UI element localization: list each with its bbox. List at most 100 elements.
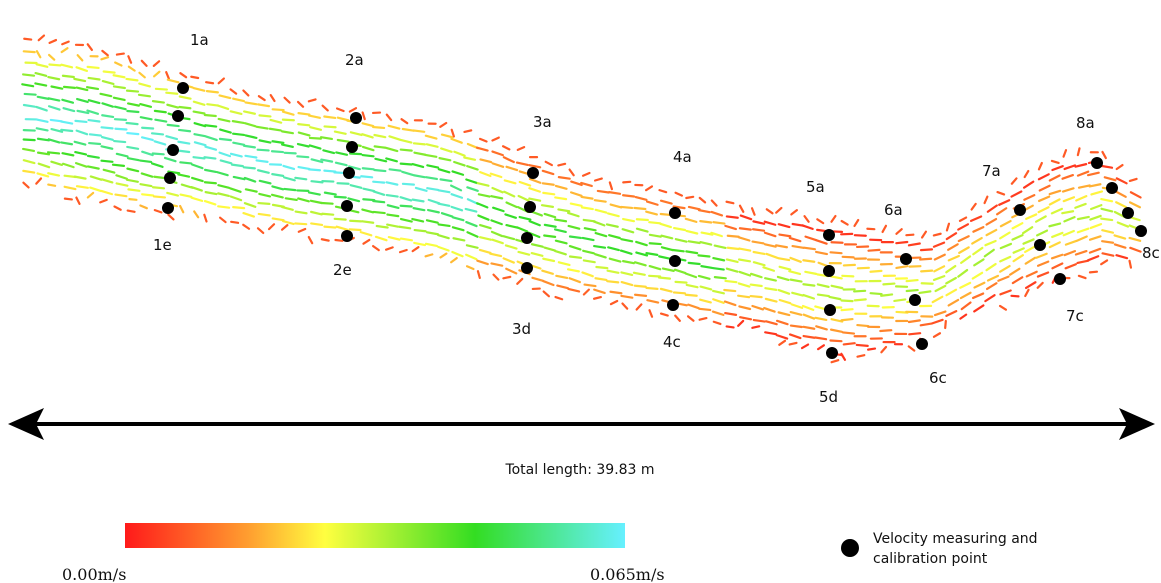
velocity-vector <box>244 101 258 106</box>
velocity-vector <box>621 228 635 234</box>
velocity-vector <box>1012 247 1025 254</box>
velocity-vector <box>815 325 828 331</box>
velocity-vector <box>1010 177 1018 185</box>
velocity-vector <box>476 270 481 280</box>
velocity-vector <box>47 97 61 102</box>
velocity-vector <box>1022 180 1035 189</box>
measuring-point-marker <box>521 232 533 244</box>
measuring-point-marker <box>177 82 189 94</box>
velocity-vector <box>475 146 489 152</box>
velocity-vector <box>1050 207 1063 215</box>
velocity-vector <box>76 109 90 115</box>
velocity-vector <box>138 71 146 79</box>
velocity-vector <box>801 304 815 311</box>
velocity-vector <box>361 133 374 139</box>
velocity-vector <box>1061 173 1075 180</box>
velocity-vector <box>21 83 35 88</box>
velocity-vector <box>620 294 634 299</box>
velocity-vector <box>841 331 856 335</box>
velocity-vector <box>530 210 543 217</box>
velocity-vector <box>387 124 401 130</box>
velocity-vector <box>140 172 154 178</box>
velocity-vector <box>542 191 556 196</box>
velocity-vector <box>879 329 893 333</box>
measuring-point-marker <box>346 141 358 153</box>
velocity-vector <box>190 196 204 202</box>
velocity-vector <box>75 196 81 205</box>
velocity-vector <box>437 168 451 174</box>
velocity-vector <box>492 206 505 213</box>
velocity-vector <box>737 236 751 242</box>
velocity-vector <box>179 193 193 198</box>
velocity-vector <box>294 176 308 181</box>
velocity-vector <box>335 151 349 156</box>
velocity-vector <box>115 174 128 180</box>
section-label-2a: 2a <box>345 51 364 69</box>
velocity-vector <box>659 287 673 293</box>
velocity-vector <box>1089 204 1103 211</box>
velocity-vector <box>463 156 477 161</box>
velocity-vector <box>568 235 582 240</box>
velocity-vector <box>232 141 246 146</box>
velocity-vector <box>518 215 532 221</box>
velocity-vector <box>659 312 669 317</box>
velocity-vector <box>803 215 810 223</box>
velocity-vector <box>47 183 57 187</box>
velocity-vector <box>479 223 492 230</box>
velocity-vector <box>308 136 323 140</box>
velocity-vector <box>752 220 766 225</box>
velocity-vector <box>505 267 518 275</box>
velocity-vector <box>778 265 792 271</box>
velocity-vector <box>399 162 413 166</box>
velocity-vector <box>684 293 698 297</box>
velocity-vector <box>349 184 363 189</box>
velocity-vector <box>503 179 517 185</box>
velocity-vector <box>412 142 427 146</box>
velocity-vector <box>544 160 553 167</box>
velocity-vector <box>635 218 649 222</box>
velocity-vector <box>113 205 122 211</box>
velocity-vector <box>232 132 246 137</box>
velocity-vector <box>217 205 231 209</box>
velocity-vector <box>674 280 688 284</box>
velocity-vector <box>985 217 998 226</box>
velocity-vector <box>232 175 246 181</box>
velocity-vector <box>1063 164 1077 171</box>
velocity-vector <box>801 224 814 230</box>
velocity-vector <box>635 240 648 247</box>
velocity-vector <box>895 265 909 270</box>
velocity-vector <box>739 316 753 321</box>
velocity-vector <box>1048 241 1061 249</box>
velocity-vector <box>489 172 503 179</box>
velocity-vector <box>605 223 619 228</box>
velocity-vector <box>802 293 815 300</box>
velocity-vector <box>280 224 289 231</box>
velocity-vector <box>50 85 64 90</box>
length-arrow-left-head <box>8 408 44 440</box>
velocity-vector <box>178 105 192 110</box>
velocity-vector <box>440 133 454 139</box>
velocity-vector <box>203 156 217 160</box>
velocity-vector <box>1012 254 1024 263</box>
velocity-vector <box>999 289 1012 296</box>
velocity-vector <box>372 180 386 184</box>
velocity-vector <box>816 293 830 298</box>
velocity-vector <box>554 196 568 201</box>
velocity-vector <box>219 159 233 165</box>
velocity-vector <box>102 70 116 74</box>
velocity-vector <box>101 49 109 57</box>
velocity-vector <box>959 281 972 289</box>
velocity-vector <box>1115 254 1129 260</box>
velocity-vector <box>243 176 257 183</box>
velocity-vector <box>971 271 984 280</box>
velocity-vector <box>739 214 753 221</box>
velocity-vector <box>502 156 515 164</box>
velocity-vector <box>724 311 738 316</box>
velocity-vector <box>373 133 387 139</box>
velocity-vector <box>568 245 582 251</box>
velocity-vector <box>476 202 489 209</box>
velocity-vector <box>167 170 181 175</box>
velocity-vector <box>60 47 69 54</box>
velocity-vector <box>323 125 337 129</box>
velocity-vector <box>842 263 856 267</box>
